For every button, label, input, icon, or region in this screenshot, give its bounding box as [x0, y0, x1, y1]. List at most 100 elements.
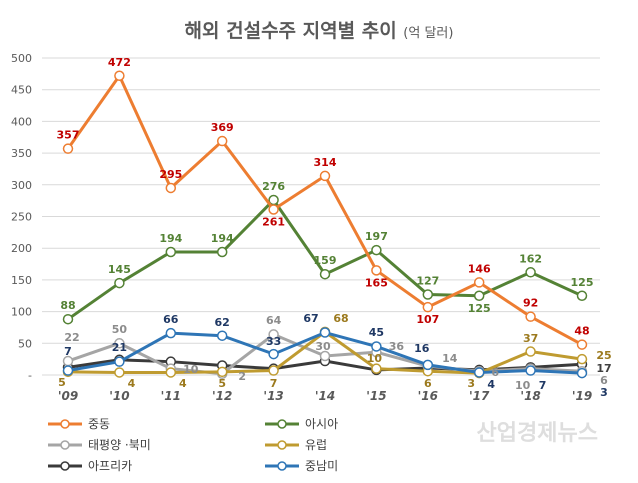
data-point	[165, 367, 177, 378]
legend-item: 유럽	[265, 436, 327, 453]
data-point	[576, 339, 588, 350]
data-label: 7	[270, 377, 278, 390]
data-point	[371, 363, 382, 374]
data-label: 48	[574, 325, 589, 338]
legend-label: 태평양 ·북미	[88, 438, 151, 452]
data-label: 127	[416, 274, 439, 287]
data-point	[165, 246, 177, 258]
data-point	[371, 244, 382, 256]
data-label: 14	[442, 352, 458, 365]
data-point	[216, 366, 228, 378]
data-point	[268, 348, 279, 360]
data-point	[371, 265, 382, 276]
subtitle-text: (억 달러)	[403, 26, 454, 41]
data-point	[422, 359, 434, 371]
data-label: 88	[60, 299, 75, 312]
legend-label: 중남미	[305, 459, 339, 473]
legend-marker	[48, 460, 82, 471]
legend-item: 중남미	[265, 457, 338, 474]
legend-item: 태평양 ·북미	[48, 436, 151, 453]
data-label: 10	[515, 379, 531, 392]
x-tick-label: '09	[58, 389, 78, 403]
watermark: 산업경제뉴스	[476, 421, 598, 446]
y-tick-label: -	[28, 369, 32, 382]
data-label: 4	[128, 377, 136, 390]
data-label: 62	[215, 316, 230, 329]
data-point	[525, 267, 536, 278]
legend-label: 아프리카	[88, 459, 133, 473]
legend-item: 중동	[48, 415, 110, 432]
legend-marker	[48, 418, 82, 429]
legend-label: 유럽	[305, 438, 328, 452]
data-label: 7	[539, 379, 547, 392]
data-point	[165, 327, 177, 339]
data-label: 25	[596, 349, 611, 362]
y-tick-label: 100	[11, 306, 32, 319]
x-tick-label: '17	[469, 389, 490, 403]
data-point	[576, 367, 588, 379]
legend-marker	[265, 418, 299, 429]
data-label: 45	[369, 326, 384, 339]
data-label: 159	[314, 254, 337, 267]
x-tick-label: '13	[263, 389, 283, 403]
legend-item: 아프리카	[48, 457, 132, 474]
data-point	[62, 365, 74, 376]
data-label: 295	[159, 168, 182, 181]
legend-marker	[48, 439, 82, 450]
data-point	[216, 330, 228, 341]
data-label: 5	[58, 376, 66, 389]
data-point	[473, 290, 485, 301]
chart-title: 해외 건설수주 지역별 추이 (억 달러)	[0, 16, 638, 43]
data-label: 67	[303, 312, 318, 325]
data-point	[422, 289, 434, 300]
data-label: 17	[596, 362, 611, 375]
data-label: 3	[600, 386, 608, 399]
data-label: 369	[211, 121, 234, 134]
data-label: 194	[211, 232, 234, 245]
y-tick-label: 250	[11, 211, 32, 224]
data-point	[62, 143, 74, 154]
data-label: 68	[333, 312, 348, 325]
data-label: 107	[416, 313, 439, 326]
title-text: 해외 건설수주 지역별 추이	[184, 20, 397, 42]
data-point	[371, 341, 382, 352]
data-label: 36	[389, 340, 405, 353]
data-label: 37	[523, 332, 538, 345]
y-tick-label: 200	[11, 242, 32, 255]
x-tick-label: '16	[418, 389, 438, 403]
data-label: 10	[367, 352, 383, 365]
data-point	[319, 170, 331, 182]
legend-marker	[265, 460, 299, 471]
data-label: 6	[600, 374, 608, 387]
data-point	[268, 329, 279, 340]
data-point	[319, 327, 331, 338]
data-label: 357	[57, 129, 80, 142]
y-tick-label: 450	[11, 84, 32, 97]
y-tick-label: 500	[11, 52, 32, 65]
data-label: 162	[519, 252, 542, 265]
y-tick-label: 400	[11, 115, 32, 128]
data-label: 7	[64, 345, 72, 358]
y-tick-label: 150	[11, 274, 32, 287]
data-label: 33	[266, 335, 281, 348]
data-label: 5	[218, 377, 226, 390]
data-label: 4	[179, 377, 187, 390]
data-point	[165, 182, 177, 194]
legend-item: 아시아	[265, 415, 338, 432]
data-label: 3	[467, 377, 475, 390]
data-point	[114, 277, 125, 289]
data-label: 165	[365, 276, 388, 289]
data-point	[114, 367, 125, 378]
data-point	[114, 338, 125, 349]
y-tick-label: 50	[18, 337, 32, 350]
x-tick-label: '10	[109, 389, 129, 403]
data-label: 276	[262, 180, 285, 193]
data-point	[525, 365, 536, 376]
data-point	[268, 365, 279, 376]
data-point	[422, 301, 434, 313]
data-label: 125	[468, 302, 491, 315]
x-tick-label: '11	[161, 389, 181, 403]
legend-marker	[265, 439, 299, 450]
